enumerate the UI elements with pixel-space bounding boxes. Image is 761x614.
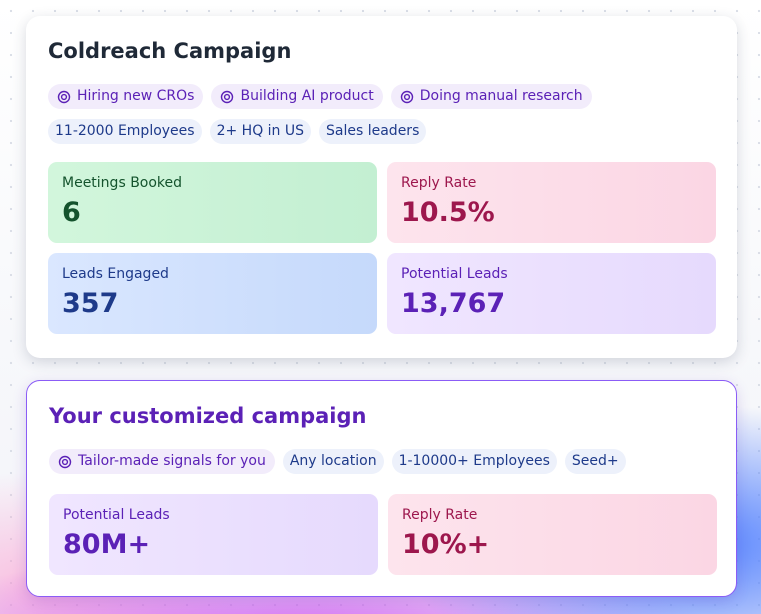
- filter-tag: 11-2000 Employees: [48, 119, 202, 144]
- stats-grid: Meetings Booked 6 Reply Rate 10.5% Leads E…: [48, 162, 716, 334]
- stat-box: Reply Rate 10%+: [388, 494, 717, 575]
- card-title: Coldreach Campaign: [48, 39, 292, 63]
- filter-tag: Any location: [282, 449, 384, 474]
- signal-tag: Doing manual research: [390, 84, 592, 109]
- filter-tag: 1-10000+ Employees: [391, 449, 557, 474]
- tag-text: Tailor-made signals for you: [78, 453, 266, 469]
- stat-label: Leads Engaged: [62, 266, 169, 282]
- stat-value: 80M+: [63, 529, 151, 560]
- signal-icon: [400, 90, 413, 103]
- stat-box: Potential Leads 13,767: [387, 253, 716, 334]
- signal-tags: Hiring new CROs Building AI product Doin…: [48, 84, 715, 109]
- filter-tag: 2+ HQ in US: [209, 119, 312, 144]
- stat-label: Reply Rate: [402, 507, 478, 523]
- card-title: Your customized campaign: [49, 404, 367, 428]
- signal-icon: [57, 90, 71, 103]
- filter-tags: 11-2000 Employees 2+ HQ in US Sales lead…: [48, 119, 715, 144]
- tags: Tailor-made signals for you Any location…: [49, 449, 714, 474]
- stat-value: 6: [62, 197, 81, 228]
- stat-value: 13,767: [401, 288, 506, 319]
- stat-value: 357: [62, 288, 119, 319]
- filter-tag: Sales leaders: [319, 119, 427, 144]
- signal-icon: [58, 455, 72, 468]
- stat-box: Leads Engaged 357: [48, 253, 377, 334]
- stat-label: Potential Leads: [401, 266, 508, 282]
- signal-tag: Tailor-made signals for you: [49, 449, 275, 474]
- tag-text: Doing manual research: [419, 88, 583, 104]
- stat-box: Reply Rate 10.5%: [387, 162, 716, 243]
- stat-box: Meetings Booked 6: [48, 162, 377, 243]
- stat-value: 10%+: [402, 529, 490, 560]
- stat-box: Potential Leads 80M+: [49, 494, 378, 575]
- tag-text: Building AI product: [240, 88, 374, 104]
- custom-card: Your customized campaign Tailor-made sig…: [26, 380, 737, 597]
- signal-tag: Building AI product: [211, 84, 383, 109]
- tag-text: Hiring new CROs: [77, 88, 195, 104]
- signal-icon: [221, 90, 234, 103]
- stat-label: Reply Rate: [401, 175, 477, 191]
- stat-label: Meetings Booked: [62, 175, 183, 191]
- stat-value: 10.5%: [401, 197, 495, 228]
- signal-tag: Hiring new CROs: [48, 84, 204, 109]
- campaign-card: Coldreach Campaign Hiring new CROs Build…: [26, 16, 737, 358]
- stat-label: Potential Leads: [63, 507, 170, 523]
- stats-grid: Potential Leads 80M+ Reply Rate 10%+: [49, 494, 717, 575]
- filter-tag: Seed+: [564, 449, 626, 474]
